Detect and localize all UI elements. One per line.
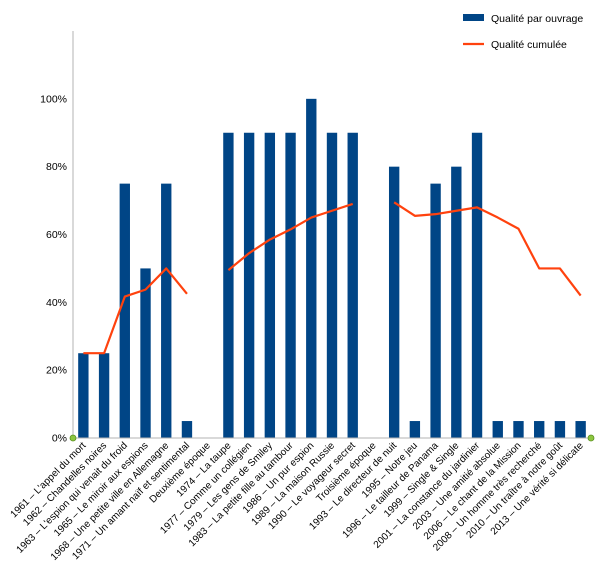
bar-16 (409, 421, 421, 438)
y-tick-label: 0% (52, 433, 67, 445)
bar-3 (140, 268, 151, 438)
legend-swatch-bar (463, 14, 484, 21)
bar-22 (534, 421, 545, 438)
bar-21 (513, 421, 524, 438)
bar-10 (285, 132, 296, 438)
bar-9 (264, 132, 276, 438)
bar-23 (554, 421, 566, 438)
y-tick-label: 60% (46, 229, 67, 241)
y-tick-label: 80% (46, 161, 67, 173)
legend-label-line: Qualité cumulée (491, 39, 567, 51)
y-tick-labels: 0% 20% 40% 60% 80% 100% (40, 93, 67, 444)
legend: Qualité par ouvrage Qualité cumulée (463, 13, 583, 51)
cumulative-line-segment-2 (393, 201, 582, 297)
axis-handle-1 (587, 434, 595, 442)
bar-2 (119, 183, 130, 439)
axes (69, 31, 595, 442)
bar-12 (326, 132, 338, 438)
bar-17 (430, 183, 441, 439)
bar-15 (388, 166, 400, 439)
y-tick-label: 100% (40, 93, 67, 105)
bar-11 (306, 98, 317, 438)
bar-8 (243, 132, 255, 438)
bar-18 (451, 166, 462, 439)
axis-handle-0 (69, 434, 77, 442)
plot-area (78, 98, 586, 439)
bar-7 (223, 132, 234, 438)
cumulative-line-segment-0 (83, 267, 188, 355)
bar-5 (181, 421, 193, 438)
bar-24 (575, 421, 586, 438)
y-tick-label: 20% (46, 365, 67, 377)
bar-19 (471, 132, 483, 438)
legend-label-bar: Qualité par ouvrage (491, 13, 583, 25)
bar-13 (347, 132, 358, 438)
cumulative-line-segment-1 (227, 202, 354, 271)
bar-20 (492, 421, 503, 438)
bar-1 (98, 353, 110, 438)
y-tick-label: 40% (46, 297, 67, 309)
bar-4 (161, 183, 172, 439)
bar-0 (78, 353, 89, 438)
